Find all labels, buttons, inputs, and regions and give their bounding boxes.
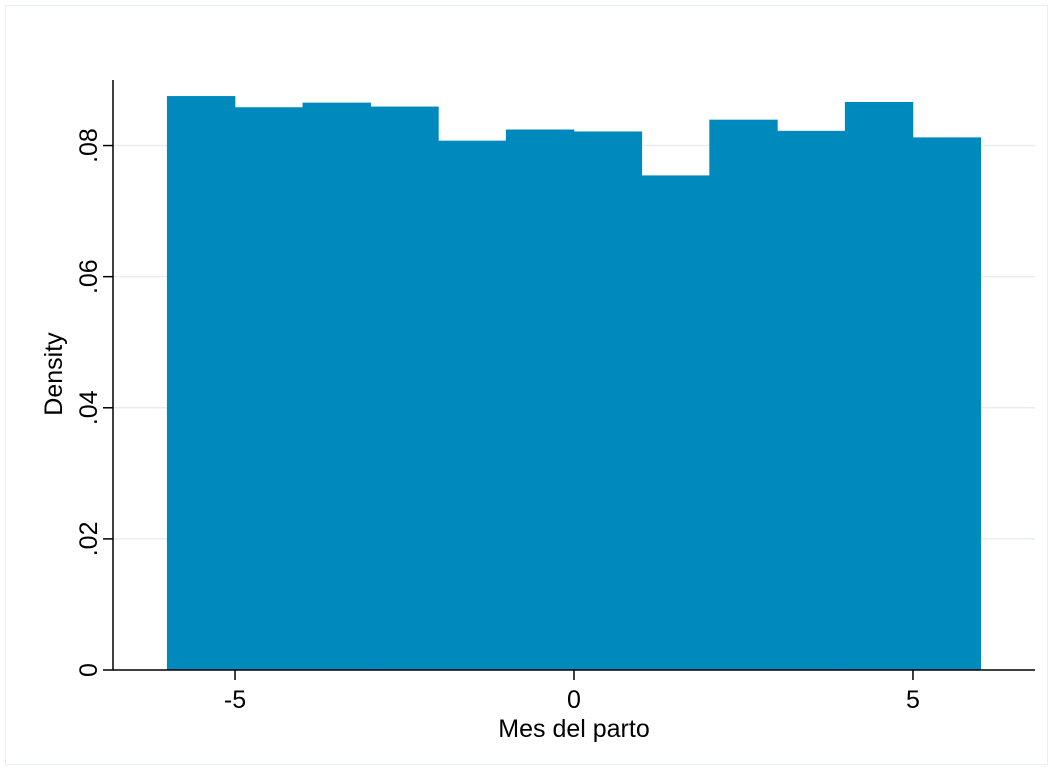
y-axis-ticks: 0 .02 .04 .06 .08 [75, 128, 113, 677]
histogram-bar [641, 175, 710, 671]
histogram-bar [166, 96, 236, 671]
histogram-bar [912, 137, 982, 671]
histogram-bars [166, 96, 982, 671]
y-tick-label: .08 [75, 128, 103, 163]
x-tick-label: 0 [567, 686, 581, 714]
histogram-bar [505, 129, 575, 671]
histogram-bar [302, 102, 371, 671]
y-axis-label: Density [40, 332, 68, 416]
histogram-bar [438, 140, 507, 671]
histogram-bar [234, 107, 304, 671]
x-axis-label: Mes del parto [498, 715, 649, 743]
y-tick-label: .04 [75, 390, 103, 425]
histogram-bar [844, 101, 914, 671]
histogram-bar [777, 130, 846, 671]
x-tick-label: 5 [906, 686, 920, 714]
y-tick-label: .02 [75, 522, 103, 557]
y-tick-label: .06 [75, 259, 103, 294]
x-tick-label: -5 [224, 686, 246, 714]
histogram-bar [573, 131, 643, 671]
x-axis-ticks: -5 0 5 [224, 670, 920, 714]
y-tick-label: 0 [75, 663, 103, 677]
histogram-bar [709, 119, 778, 671]
histogram-bar [370, 106, 439, 671]
